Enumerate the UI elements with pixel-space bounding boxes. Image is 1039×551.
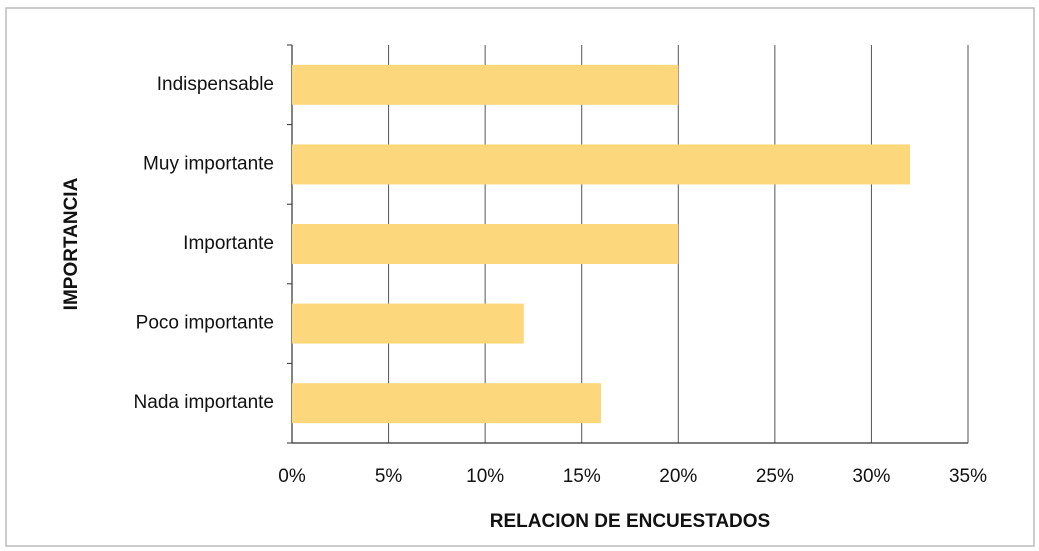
y-tick-label: Importante (183, 233, 274, 254)
x-tick-label: 25% (756, 466, 794, 487)
y-tick-label: Poco importante (136, 313, 274, 334)
bar (292, 144, 911, 185)
bar (292, 64, 679, 105)
x-tick-label: 30% (852, 466, 890, 487)
bar (292, 303, 524, 344)
bar (292, 224, 679, 264)
y-axis-title: IMPORTANCIA (61, 177, 82, 310)
bar (292, 383, 602, 424)
y-tick-label: Nada importante (134, 392, 274, 413)
x-axis-title: RELACION DE ENCUESTADOS (490, 511, 770, 532)
x-tick-label: 5% (375, 466, 403, 487)
x-tick-label: 20% (659, 466, 697, 487)
x-tick-label: 10% (466, 466, 504, 487)
x-tick-label: 35% (949, 466, 987, 487)
y-tick-label: Indispensable (157, 74, 274, 95)
x-tick-label: 15% (563, 466, 601, 487)
x-tick-label: 0% (278, 466, 306, 487)
y-tick-label: Muy importante (143, 153, 274, 174)
